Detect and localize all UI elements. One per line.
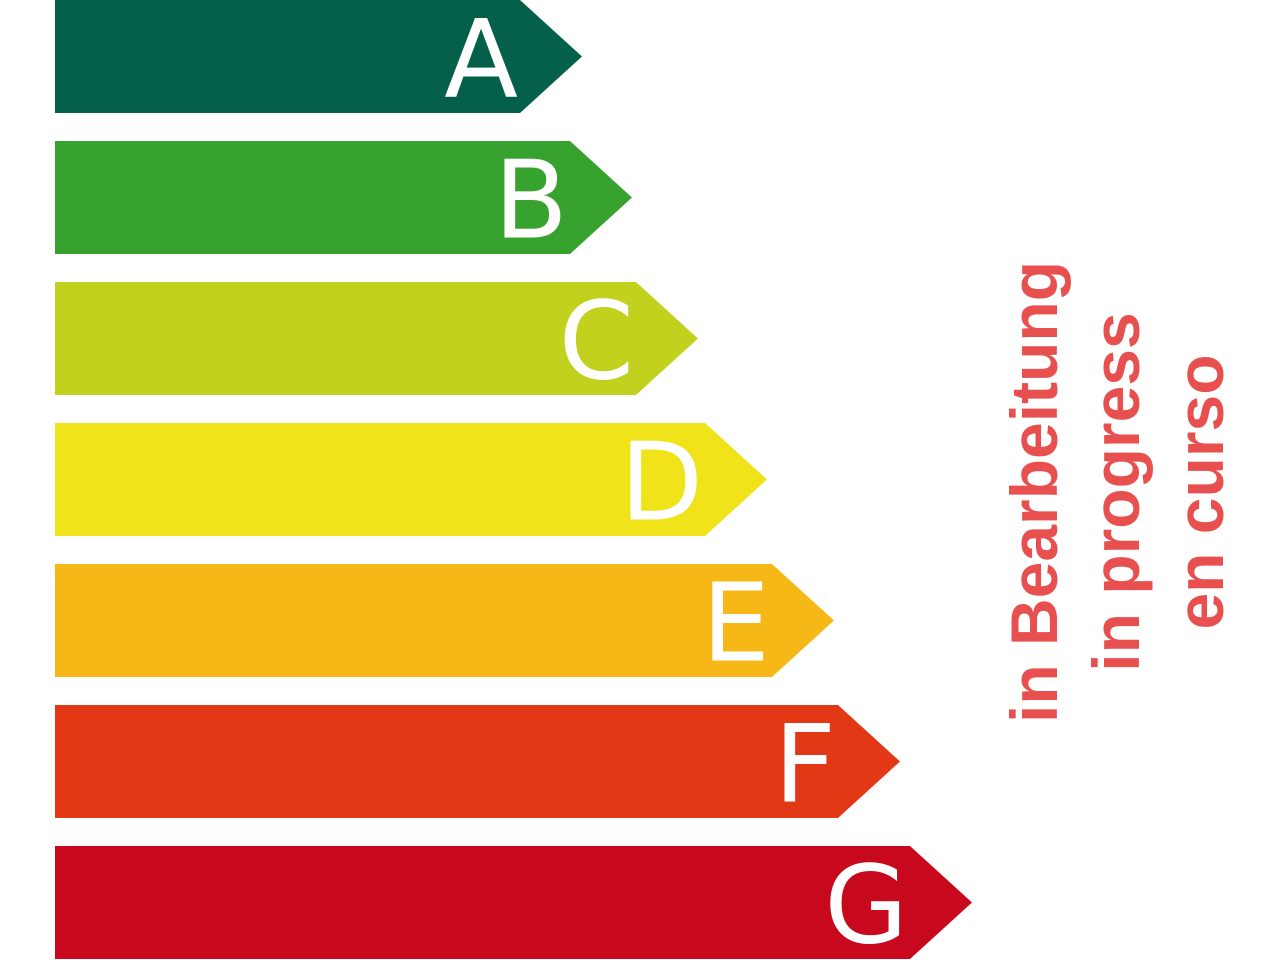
class-label: B [494, 139, 568, 264]
class-arrow [55, 564, 834, 677]
energy-class-b: B [55, 139, 632, 264]
energy-class-g: G [55, 844, 972, 960]
energy-class-f: F [55, 703, 900, 828]
status-german: in Bearbeitung [997, 260, 1071, 724]
class-arrow [55, 423, 767, 536]
class-arrow [55, 705, 900, 818]
energy-class-a: A [55, 0, 582, 123]
class-label: C [559, 280, 634, 405]
class-label: A [444, 0, 518, 123]
energy-class-e: E [55, 562, 834, 687]
class-label: G [824, 844, 908, 960]
class-label: D [620, 421, 703, 546]
status-english: in progress [1079, 312, 1153, 672]
class-arrow [55, 846, 972, 959]
energy-class-c: C [55, 280, 698, 405]
class-label: E [702, 562, 770, 687]
class-arrow [55, 0, 582, 113]
status-spanish: en curso [1163, 354, 1237, 630]
class-label: F [774, 703, 836, 828]
class-arrow [55, 141, 632, 254]
class-arrow [55, 282, 698, 395]
energy-class-d: D [55, 421, 767, 546]
